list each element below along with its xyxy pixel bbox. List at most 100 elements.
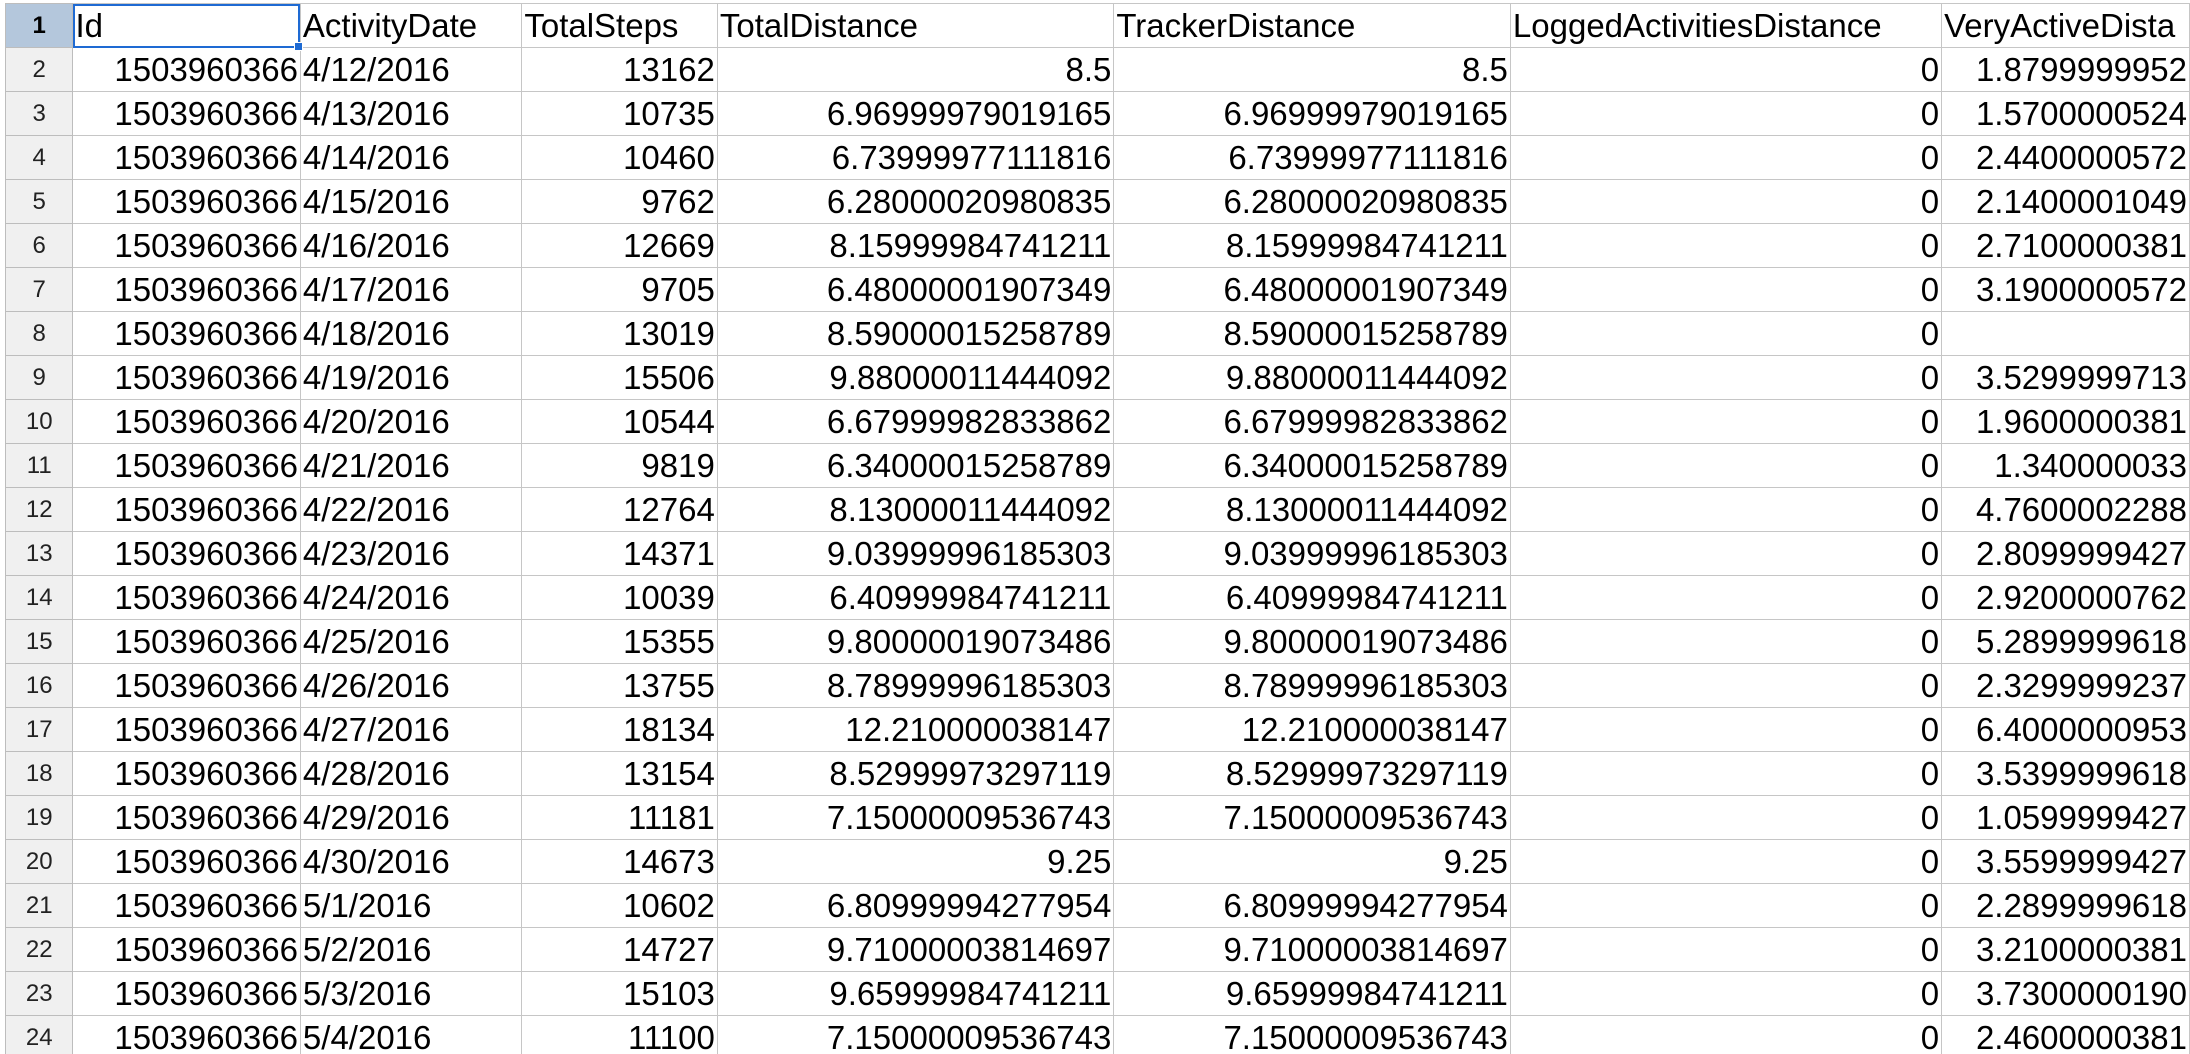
cell-veryactivedistance[interactable]: 4.7600002288: [1941, 487, 2190, 532]
cell-loggedactivitiesdistance[interactable]: 0: [1509, 443, 1943, 488]
cell-loggedactivitiesdistance[interactable]: 0: [1509, 223, 1943, 268]
row-header-11[interactable]: 11: [4, 443, 74, 488]
cell-totaldistance[interactable]: 6.28000020980835: [716, 179, 1115, 224]
cell-veryactivedistance[interactable]: 3.5299999713: [1941, 355, 2190, 400]
cell-id[interactable]: 1503960366: [72, 839, 301, 884]
cell-loggedactivitiesdistance[interactable]: 0: [1509, 135, 1943, 180]
cell-totalsteps[interactable]: 10602: [521, 883, 718, 928]
cell-activitydate[interactable]: 5/3/2016: [299, 971, 523, 1016]
cell-id[interactable]: 1503960366: [72, 575, 301, 620]
cell-trackerdistance[interactable]: 9.80000019073486: [1113, 619, 1511, 664]
row-header-19[interactable]: 19: [4, 795, 74, 840]
cell-totaldistance[interactable]: 9.80000019073486: [716, 619, 1115, 664]
cell-id[interactable]: 1503960366: [72, 267, 301, 312]
cell-trackerdistance[interactable]: 6.28000020980835: [1113, 179, 1511, 224]
cell-loggedactivitiesdistance[interactable]: 0: [1509, 751, 1943, 796]
cell-activitydate[interactable]: 4/28/2016: [299, 751, 523, 796]
row-header-3[interactable]: 3: [4, 91, 74, 136]
cell-veryactivedistance[interactable]: 1.5700000524: [1941, 91, 2190, 136]
cell-totalsteps[interactable]: 9819: [521, 443, 718, 488]
cell-totalsteps[interactable]: 14371: [521, 531, 718, 576]
cell-trackerdistance[interactable]: 9.71000003814697: [1113, 927, 1511, 972]
row-header-12[interactable]: 12: [4, 487, 74, 532]
cell-totalsteps[interactable]: 13154: [521, 751, 718, 796]
cell-loggedactivitiesdistance[interactable]: 0: [1509, 883, 1943, 928]
cell-veryactivedistance[interactable]: 1.340000033: [1941, 443, 2190, 488]
cell-loggedactivitiesdistance[interactable]: 0: [1509, 399, 1943, 444]
cell-trackerdistance[interactable]: 8.52999973297119: [1113, 751, 1511, 796]
cell-trackerdistance[interactable]: 7.15000009536743: [1113, 795, 1511, 840]
cell-totaldistance[interactable]: 8.59000015258789: [716, 311, 1115, 356]
cell-id[interactable]: 1503960366: [72, 179, 301, 224]
row-header-15[interactable]: 15: [4, 619, 74, 664]
cell-veryactivedistance[interactable]: 3.7300000190: [1941, 971, 2190, 1016]
cell-id[interactable]: 1503960366: [72, 223, 301, 268]
cell-totalsteps[interactable]: 13019: [521, 311, 718, 356]
cell-id[interactable]: 1503960366: [72, 971, 301, 1016]
cell-totalsteps[interactable]: 15506: [521, 355, 718, 400]
column-header-totalsteps[interactable]: TotalSteps: [521, 3, 718, 48]
cell-trackerdistance[interactable]: 6.96999979019165: [1113, 91, 1511, 136]
row-header-10[interactable]: 10: [4, 399, 74, 444]
row-header-24[interactable]: 24: [4, 1015, 74, 1054]
cell-totaldistance[interactable]: 9.03999996185303: [716, 531, 1115, 576]
cell-trackerdistance[interactable]: 9.65999984741211: [1113, 971, 1511, 1016]
cell-activitydate[interactable]: 5/4/2016: [299, 1015, 523, 1054]
column-header-totaldistance[interactable]: TotalDistance: [716, 3, 1115, 48]
cell-trackerdistance[interactable]: 9.25: [1113, 839, 1511, 884]
cell-id[interactable]: 1503960366: [72, 135, 301, 180]
cell-loggedactivitiesdistance[interactable]: 0: [1509, 267, 1943, 312]
cell-trackerdistance[interactable]: 6.40999984741211: [1113, 575, 1511, 620]
cell-activitydate[interactable]: 4/24/2016: [299, 575, 523, 620]
cell-totalsteps[interactable]: 10735: [521, 91, 718, 136]
cell-loggedactivitiesdistance[interactable]: 0: [1509, 311, 1943, 356]
cell-veryactivedistance[interactable]: 3.5399999618: [1941, 751, 2190, 796]
cell-loggedactivitiesdistance[interactable]: 0: [1509, 707, 1943, 752]
cell-totaldistance[interactable]: 9.71000003814697: [716, 927, 1115, 972]
cell-loggedactivitiesdistance[interactable]: 0: [1509, 575, 1943, 620]
cell-totaldistance[interactable]: 6.73999977111816: [716, 135, 1115, 180]
row-header-14[interactable]: 14: [4, 575, 74, 620]
cell-totalsteps[interactable]: 13755: [521, 663, 718, 708]
cell-veryactivedistance[interactable]: 6.4000000953: [1941, 707, 2190, 752]
cell-totalsteps[interactable]: 11181: [521, 795, 718, 840]
cell-loggedactivitiesdistance[interactable]: 0: [1509, 971, 1943, 1016]
cell-totaldistance[interactable]: 6.96999979019165: [716, 91, 1115, 136]
cell-trackerdistance[interactable]: 8.78999996185303: [1113, 663, 1511, 708]
cell-trackerdistance[interactable]: 7.15000009536743: [1113, 1015, 1511, 1054]
cell-activitydate[interactable]: 5/2/2016: [299, 927, 523, 972]
cell-veryactivedistance[interactable]: 3.5599999427: [1941, 839, 2190, 884]
cell-activitydate[interactable]: 4/29/2016: [299, 795, 523, 840]
cell-totalsteps[interactable]: 9762: [521, 179, 718, 224]
cell-id[interactable]: 1503960366: [72, 47, 301, 92]
selection-fill-handle[interactable]: [294, 42, 303, 51]
cell-totalsteps[interactable]: 15103: [521, 971, 718, 1016]
cell-activitydate[interactable]: 4/19/2016: [299, 355, 523, 400]
cell-totaldistance[interactable]: 8.52999973297119: [716, 751, 1115, 796]
cell-totalsteps[interactable]: 10544: [521, 399, 718, 444]
cell-trackerdistance[interactable]: 8.59000015258789: [1113, 311, 1511, 356]
cell-activitydate[interactable]: 4/23/2016: [299, 531, 523, 576]
cell-trackerdistance[interactable]: 6.80999994277954: [1113, 883, 1511, 928]
cell-veryactivedistance[interactable]: 2.3299999237: [1941, 663, 2190, 708]
cell-trackerdistance[interactable]: 9.88000011444092: [1113, 355, 1511, 400]
cell-activitydate[interactable]: 4/16/2016: [299, 223, 523, 268]
cell-loggedactivitiesdistance[interactable]: 0: [1509, 927, 1943, 972]
cell-trackerdistance[interactable]: 9.03999996185303: [1113, 531, 1511, 576]
cell-loggedactivitiesdistance[interactable]: 0: [1509, 839, 1943, 884]
cell-totaldistance[interactable]: 6.48000001907349: [716, 267, 1115, 312]
cell-id[interactable]: 1503960366: [72, 443, 301, 488]
cell-trackerdistance[interactable]: 12.210000038147: [1113, 707, 1511, 752]
cell-totalsteps[interactable]: 14673: [521, 839, 718, 884]
cell-totaldistance[interactable]: 8.15999984741211: [716, 223, 1115, 268]
cell-totaldistance[interactable]: 6.40999984741211: [716, 575, 1115, 620]
cell-totaldistance[interactable]: 8.5: [716, 47, 1115, 92]
row-header-6[interactable]: 6: [4, 223, 74, 268]
cell-activitydate[interactable]: 5/1/2016: [299, 883, 523, 928]
cell-totaldistance[interactable]: 8.13000011444092: [716, 487, 1115, 532]
column-header-trackerdistance[interactable]: TrackerDistance: [1113, 3, 1511, 48]
row-header-23[interactable]: 23: [4, 971, 74, 1016]
row-header-4[interactable]: 4: [4, 135, 74, 180]
row-header-22[interactable]: 22: [4, 927, 74, 972]
cell-veryactivedistance[interactable]: 1.8799999952: [1941, 47, 2190, 92]
